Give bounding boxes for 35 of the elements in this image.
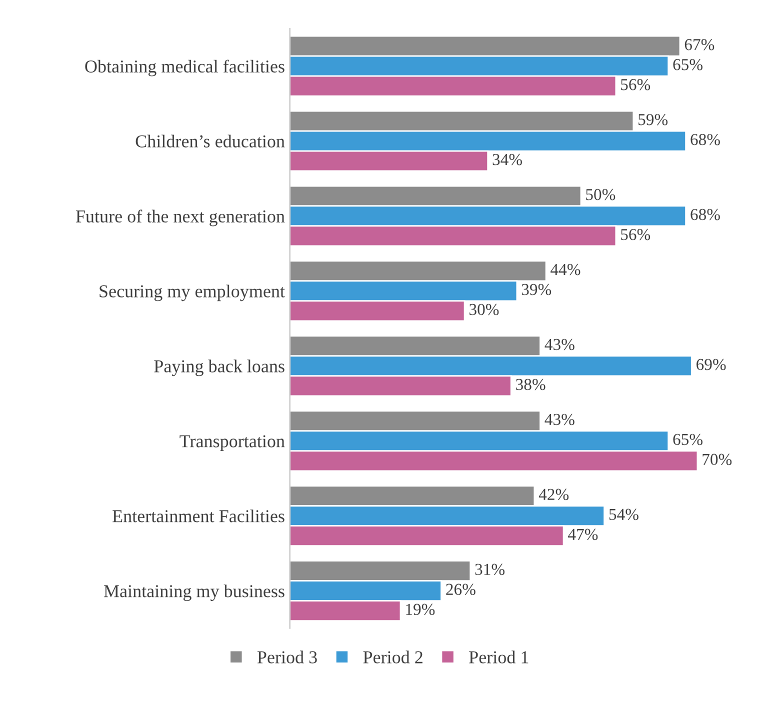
data-label: 54% — [609, 508, 638, 520]
data-label: 31% — [475, 564, 505, 576]
data-label: 43% — [544, 414, 574, 426]
data-label: 43% — [544, 338, 574, 350]
data-label: 30% — [470, 304, 499, 316]
y-tick-label: Children’s education — [136, 134, 285, 148]
data-label: 42% — [538, 488, 569, 500]
data-label: 34% — [492, 154, 522, 166]
data-label: 56% — [621, 228, 650, 240]
data-label: 68% — [690, 134, 720, 146]
data-label: 65% — [673, 58, 702, 70]
y-tick-label: Future of the next generation — [76, 210, 285, 226]
data-label: 26% — [446, 584, 476, 596]
data-label: 39% — [522, 284, 552, 296]
legend-label: Period 2 — [363, 650, 422, 664]
data-label: 19% — [406, 604, 435, 616]
data-label: 65% — [673, 434, 702, 446]
y-tick-label: Securing my employment — [100, 284, 285, 302]
data-label: 56% — [621, 78, 650, 90]
data-label: 38% — [516, 378, 546, 390]
legend-label: Period 1 — [469, 650, 528, 664]
legend-label: Period 3 — [257, 650, 317, 664]
y-tick-label: Paying back loans — [154, 360, 284, 376]
data-label: 67% — [684, 38, 714, 50]
y-tick-label: Entertainment Facilities — [112, 510, 284, 522]
data-label: 68% — [690, 208, 720, 220]
data-label: 44% — [550, 264, 580, 276]
data-label: 70% — [702, 454, 732, 466]
y-tick-label: Maintaining my business — [104, 584, 284, 601]
data-label: 69% — [696, 358, 726, 370]
data-label: 59% — [638, 114, 668, 126]
y-tick-label: Transportation — [180, 435, 285, 452]
y-tick-label: Obtaining medical facilities — [85, 60, 284, 76]
data-label: 50% — [586, 188, 616, 200]
data-label: 47% — [568, 528, 598, 540]
